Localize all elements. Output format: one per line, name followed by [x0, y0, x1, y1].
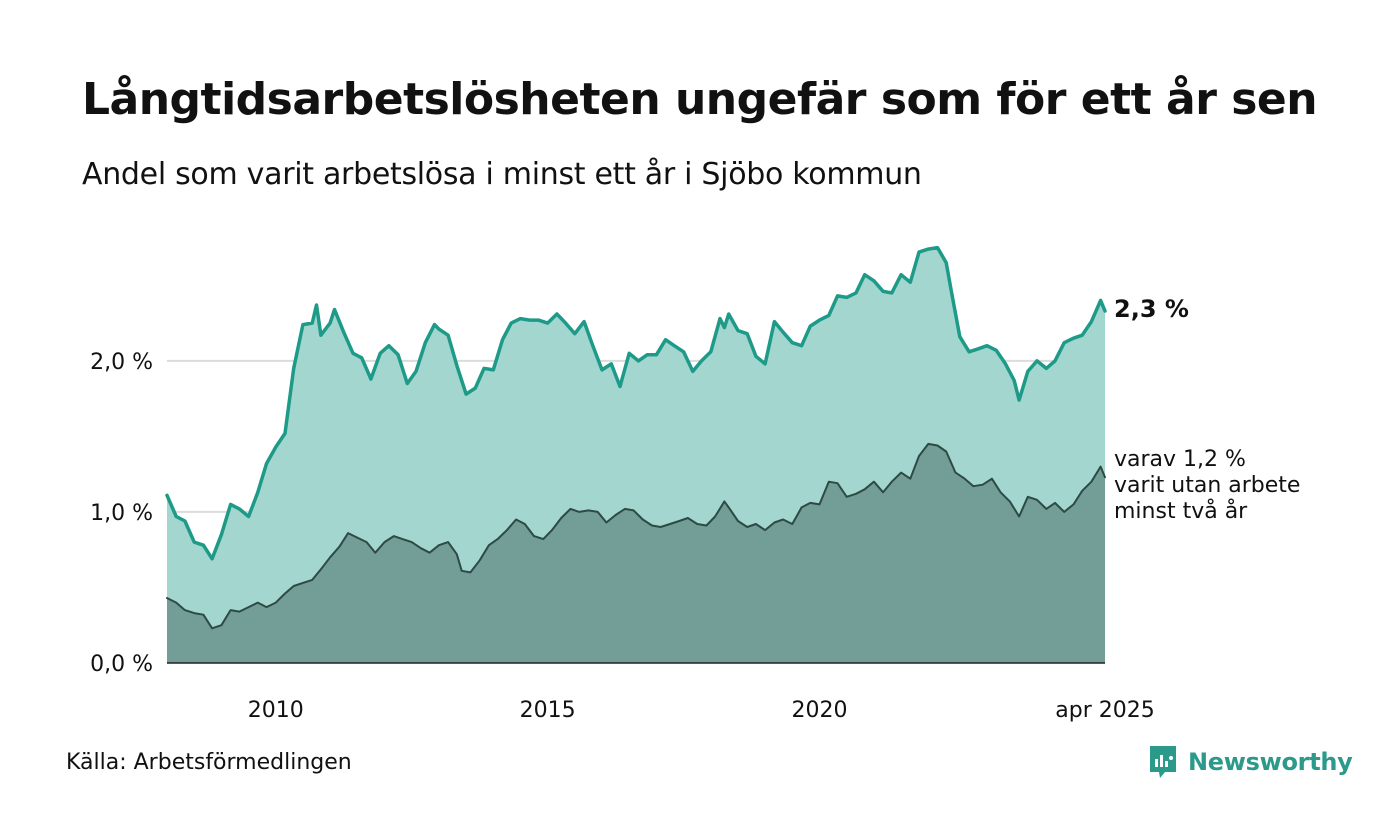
x-axis-labels: 2010 2015 2020 apr 2025	[248, 698, 1155, 723]
chart-title: Långtidsarbetslösheten ungefär som för e…	[82, 74, 1318, 125]
end-label-long-line-1: varit utan arbete	[1114, 473, 1300, 498]
area-long	[167, 443, 1105, 663]
line-total	[165, 245, 1107, 561]
newsworthy-logo: Newsworthy	[1148, 744, 1353, 780]
chart-subtitle: Andel som varit arbetslösa i minst ett å…	[82, 157, 922, 192]
newsworthy-chart-icon	[1150, 746, 1176, 778]
x-tick-label-2: 2020	[792, 698, 848, 723]
y-tick-label-0: 0,0 %	[90, 652, 153, 677]
line-long	[166, 442, 1106, 630]
chart-areas	[167, 247, 1105, 663]
y-tick-label-1: 1,0 %	[90, 501, 153, 526]
y-tick-label-2: 2,0 %	[90, 350, 153, 375]
brand-name: Newsworthy	[1188, 748, 1353, 776]
end-label-long-line-2: minst två år	[1114, 498, 1248, 524]
source-note: Källa: Arbetsförmedlingen	[66, 750, 352, 775]
y-axis-labels: 0,0 % 1,0 % 2,0 %	[90, 350, 153, 677]
chart-lines	[165, 245, 1107, 630]
end-label-total: 2,3 %	[1114, 295, 1189, 323]
x-tick-label-3: apr 2025	[1055, 698, 1154, 723]
x-tick-label-1: 2015	[520, 698, 576, 723]
end-label-long-line-0: varav 1,2 %	[1114, 447, 1246, 472]
x-tick-label-0: 2010	[248, 698, 304, 723]
